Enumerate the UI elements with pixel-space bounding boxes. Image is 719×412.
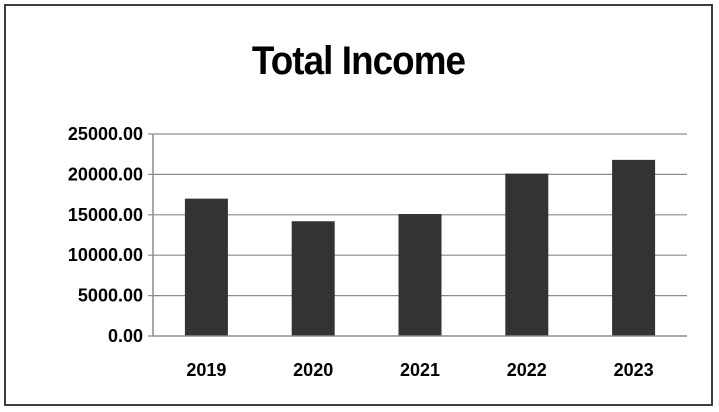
chart-frame: Total Income: [4, 4, 713, 406]
bar-2023: [612, 159, 656, 336]
y-tick-labels: 0.00 5000.00 10000.00 15000.00 20000.00 25000…: [68, 124, 143, 346]
y-tick-label: 5000.00: [78, 286, 143, 306]
y-tick-label: 15000.00: [68, 205, 143, 225]
y-tick-label: 10000.00: [68, 245, 143, 265]
bar-2019: [184, 198, 228, 336]
chart-title: Total Income: [251, 39, 466, 83]
bar-2020: [291, 221, 335, 336]
x-tick-label: 2020: [293, 360, 333, 380]
x-tick-labels: 2019 2020 2021 2022 2023: [186, 360, 653, 380]
bar-2022: [505, 173, 549, 336]
x-tick-label: 2021: [400, 360, 440, 380]
axes: [148, 133, 687, 337]
y-tick-label: 20000.00: [68, 164, 143, 184]
x-tick-label: 2022: [507, 360, 547, 380]
y-tick-label: 0.00: [108, 326, 143, 346]
bars: [184, 159, 656, 336]
x-tick-label: 2023: [614, 360, 654, 380]
bar-2021: [398, 213, 442, 336]
x-tick-label: 2019: [186, 360, 226, 380]
y-tick-label: 25000.00: [68, 124, 143, 144]
